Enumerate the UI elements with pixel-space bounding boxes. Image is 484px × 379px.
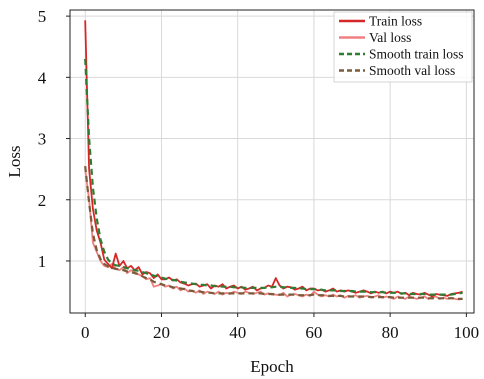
x-tick-label: 100	[454, 323, 480, 342]
x-tick-label: 40	[229, 323, 246, 342]
x-tick-label: 80	[382, 323, 399, 342]
y-tick-label: 3	[38, 130, 47, 149]
x-tick-label: 20	[153, 323, 170, 342]
series-lines	[84, 20, 463, 301]
legend-label-train-loss: Train loss	[369, 14, 422, 29]
legend-label-smooth-train-loss: Smooth train loss	[369, 47, 464, 62]
legend-label-smooth-val-loss: Smooth val loss	[369, 63, 455, 78]
x-axis-label: Epoch	[250, 357, 294, 376]
val-loss-line	[84, 169, 463, 301]
y-tick-label: 4	[38, 68, 47, 87]
y-axis-label: Loss	[5, 145, 24, 177]
y-axis-ticks: 1 2 3 4 5	[38, 7, 70, 271]
x-tick-label: 60	[305, 323, 322, 342]
y-tick-label: 1	[38, 252, 47, 271]
smooth-train-loss-line	[84, 58, 463, 296]
smooth-val-loss-line	[84, 165, 463, 300]
plot-frame	[69, 9, 475, 314]
y-tick-label: 5	[38, 7, 47, 26]
x-tick-label: 0	[81, 323, 90, 342]
y-tick-label: 2	[38, 191, 47, 210]
x-axis-ticks: 0 20 40 60 80 100	[81, 313, 479, 342]
legend-label-val-loss: Val loss	[369, 30, 411, 45]
train-loss-line	[84, 20, 463, 298]
